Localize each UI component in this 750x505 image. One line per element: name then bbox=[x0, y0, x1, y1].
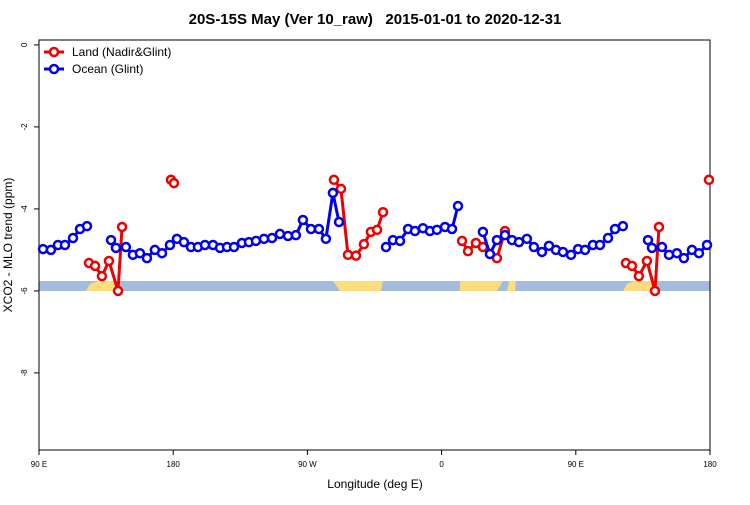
point bbox=[491, 234, 503, 246]
point bbox=[701, 239, 713, 251]
point bbox=[96, 270, 108, 282]
point bbox=[342, 249, 354, 261]
y-tick-label: -2 bbox=[20, 123, 29, 131]
point bbox=[156, 247, 168, 259]
land-strip bbox=[507, 281, 516, 291]
land-strip bbox=[86, 281, 122, 291]
land-strip bbox=[460, 281, 503, 291]
point bbox=[646, 242, 658, 254]
point bbox=[452, 200, 464, 212]
point bbox=[81, 220, 93, 232]
point bbox=[649, 285, 661, 297]
chart-title: 20S-15S May (Ver 10_raw) 2015-01-01 to 2… bbox=[189, 11, 562, 28]
point bbox=[327, 187, 339, 199]
y-axis-label: XCO2 - MLO trend (ppm) bbox=[1, 178, 15, 313]
point bbox=[358, 238, 370, 250]
point bbox=[633, 270, 645, 282]
point bbox=[594, 239, 606, 251]
point bbox=[116, 221, 128, 233]
point bbox=[703, 174, 715, 186]
point bbox=[579, 244, 591, 256]
point bbox=[105, 234, 117, 246]
point bbox=[431, 224, 443, 236]
point bbox=[59, 239, 71, 251]
point bbox=[617, 220, 629, 232]
point bbox=[328, 174, 340, 186]
point bbox=[371, 224, 383, 236]
point bbox=[409, 225, 421, 237]
point bbox=[266, 232, 278, 244]
y-tick-label: -4 bbox=[20, 205, 29, 213]
point bbox=[333, 216, 345, 228]
point bbox=[626, 260, 638, 272]
point bbox=[653, 221, 665, 233]
point bbox=[565, 249, 577, 261]
point bbox=[641, 255, 653, 267]
x-tick-label: 0 bbox=[439, 460, 444, 469]
point bbox=[134, 247, 146, 259]
point bbox=[258, 233, 270, 245]
point bbox=[671, 247, 683, 259]
point bbox=[320, 233, 332, 245]
legend-marker bbox=[48, 63, 60, 75]
point bbox=[499, 229, 511, 241]
x-tick-label: 180 bbox=[167, 460, 181, 469]
legend-label: Ocean (Glint) bbox=[72, 62, 143, 76]
point bbox=[178, 236, 190, 248]
point bbox=[602, 232, 614, 244]
point bbox=[110, 242, 122, 254]
point bbox=[168, 177, 180, 189]
x-tick-label: 180 bbox=[703, 460, 717, 469]
point bbox=[89, 260, 101, 272]
point bbox=[350, 250, 362, 261]
land-ocean-strip bbox=[39, 281, 710, 291]
point bbox=[656, 241, 668, 253]
point bbox=[335, 183, 347, 195]
point bbox=[228, 241, 240, 253]
point bbox=[313, 223, 325, 235]
land-strip bbox=[623, 281, 659, 291]
point bbox=[164, 239, 176, 251]
point bbox=[642, 234, 654, 246]
point bbox=[477, 226, 489, 238]
x-tick-label: 90 W bbox=[298, 460, 317, 469]
y-tick-label: -8 bbox=[20, 369, 29, 377]
point bbox=[484, 248, 496, 260]
legend: Land (Nadir&Glint) Ocean (Glint) bbox=[44, 45, 171, 76]
point bbox=[112, 285, 124, 297]
land-strip bbox=[333, 281, 383, 291]
point bbox=[274, 228, 286, 240]
legend-label: Land (Nadir&Glint) bbox=[72, 45, 171, 59]
point bbox=[456, 235, 468, 247]
point bbox=[377, 206, 389, 218]
point bbox=[394, 235, 406, 247]
point bbox=[120, 241, 132, 253]
x-tick-label: 90 E bbox=[31, 460, 47, 469]
y-tick-label: 0 bbox=[20, 42, 29, 47]
point bbox=[199, 239, 211, 251]
point bbox=[250, 235, 262, 247]
point bbox=[521, 233, 533, 245]
point bbox=[103, 255, 115, 267]
x-tick-label: 90 E bbox=[568, 460, 584, 469]
point bbox=[536, 246, 548, 258]
y-tick-label: -6 bbox=[20, 287, 29, 295]
point bbox=[462, 245, 474, 257]
point bbox=[380, 241, 392, 253]
point bbox=[557, 246, 569, 258]
x-axis-label: Longitude (deg E) bbox=[327, 477, 422, 491]
point bbox=[290, 229, 302, 241]
point bbox=[67, 232, 79, 244]
point bbox=[446, 223, 458, 235]
point bbox=[528, 241, 540, 253]
point bbox=[141, 252, 153, 264]
point bbox=[45, 244, 57, 256]
point bbox=[693, 247, 705, 259]
point bbox=[297, 214, 309, 226]
point bbox=[678, 252, 690, 264]
legend-marker bbox=[48, 46, 60, 58]
